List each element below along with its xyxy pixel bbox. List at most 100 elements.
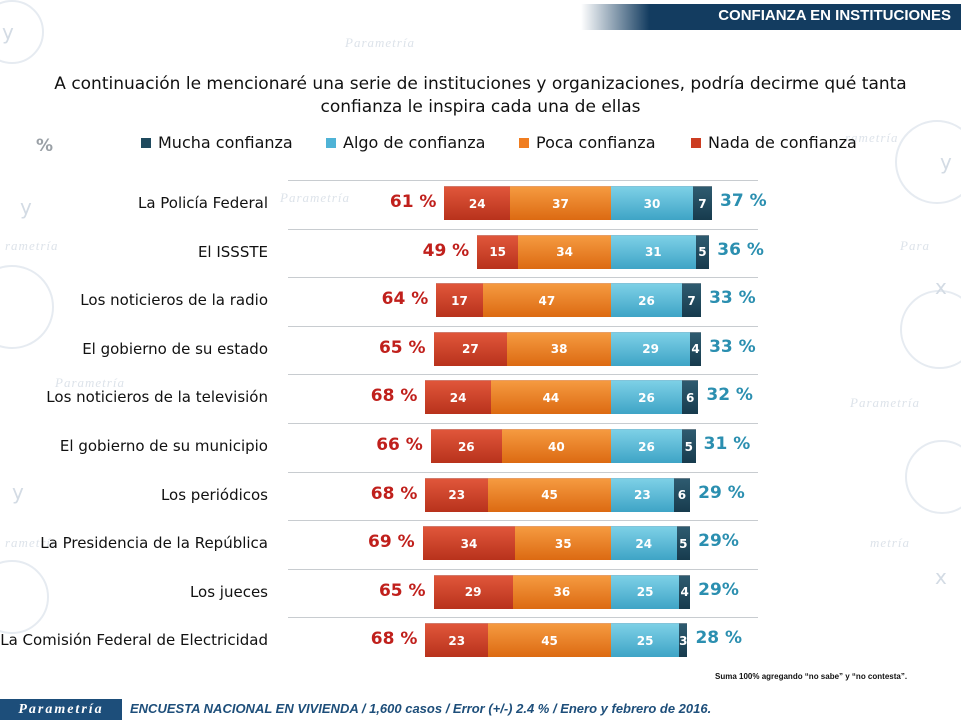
bar-segment-nada: 24 (425, 380, 491, 415)
bar-segment-poca: 36 (512, 574, 611, 609)
legend-swatch-algo (326, 137, 336, 148)
header-bar (581, 4, 961, 30)
row-separator (288, 374, 758, 376)
bar-segment-algo: 25 (611, 574, 680, 609)
positive-total-label: 33 % (709, 288, 756, 309)
unit-label: % (36, 136, 54, 156)
legend-label-nada: Nada de confianza (708, 133, 857, 152)
institution-label: El gobierno de su estado (82, 339, 268, 358)
bar-segment-nada: 24 (444, 186, 510, 220)
row-separator (288, 228, 758, 230)
positive-total-label: 33 % (709, 336, 756, 357)
bar-segment-nada: 27 (433, 331, 508, 366)
bar-segment-nada: 23 (425, 623, 489, 658)
bar-segment-nada: 23 (425, 477, 489, 512)
legend-item-algo: Algo de confianza (326, 133, 485, 152)
negative-total-label: 68 % (370, 386, 418, 407)
bar-segment-mucha: 3 (679, 623, 688, 658)
negative-total-label: 61 % (389, 192, 437, 212)
bar-segment-mucha: 6 (673, 477, 691, 512)
bar-segment-nada: 15 (477, 234, 519, 269)
institution-label: Los noticieros de la radio (80, 291, 268, 310)
bar-segment-poca: 35 (515, 526, 611, 561)
bar-segment-mucha: 4 (690, 331, 702, 366)
bar-segment-poca: 45 (488, 477, 611, 512)
legend-label-poca: Poca confianza (536, 133, 656, 152)
row-separator (288, 423, 758, 424)
bar-segment-nada: 17 (436, 283, 483, 318)
bar-segment-algo: 26 (611, 429, 682, 463)
question-line-1: A continuación le mencionaré una serie d… (54, 74, 907, 94)
positive-total-label: 29 % (698, 482, 745, 503)
positive-total-label: 29% (698, 531, 739, 552)
footnote: Suma 100% agregando “no sabe” y “no cont… (715, 672, 908, 681)
bar-segment-mucha: 7 (681, 283, 702, 318)
institution-label: La Comisión Federal de Electricidad (0, 631, 268, 650)
row-separator (288, 520, 758, 522)
institution-label: El ISSSTE (197, 242, 268, 261)
negative-total-label: 65 % (378, 580, 426, 601)
legend-item-nada: Nada de confianza (691, 133, 857, 152)
positive-total-label: 28 % (695, 628, 743, 649)
bar-segment-mucha: 4 (679, 574, 691, 609)
positive-total-label: 37 % (720, 191, 767, 211)
question-text: A continuación le mencionaré una serie d… (0, 73, 961, 119)
bar-segment-algo: 23 (611, 477, 674, 512)
bar-segment-mucha: 7 (692, 186, 712, 220)
row-separator (288, 180, 758, 181)
bar-segment-poca: 34 (518, 234, 611, 269)
bar-segment-mucha: 5 (681, 429, 696, 463)
positive-total-label: 36 % (717, 239, 764, 260)
legend-label-algo: Algo de confianza (343, 133, 486, 152)
bar-segment-algo: 24 (611, 526, 677, 561)
bar-segment-algo: 26 (611, 380, 682, 415)
legend-swatch-nada (691, 137, 701, 148)
positive-total-label: 32 % (706, 385, 753, 406)
chart-legend: Mucha confianza Algo de confianza Poca c… (0, 133, 961, 155)
bar-segment-algo: 26 (611, 283, 682, 318)
bar-segment-algo: 29 (611, 331, 691, 366)
negative-total-label: 49 % (422, 240, 470, 261)
positive-total-label: 29% (698, 579, 739, 600)
negative-total-label: 64 % (381, 289, 429, 310)
bar-segment-nada: 26 (430, 429, 502, 463)
footer-brand-logo: Parametría (0, 699, 122, 720)
negative-total-label: 66 % (376, 435, 423, 455)
bar-segment-nada: 29 (433, 574, 513, 609)
bar-segment-poca: 44 (490, 380, 611, 415)
legend-swatch-mucha (141, 137, 151, 148)
negative-total-label: 68 % (370, 629, 418, 650)
institution-label: La Policía Federal (137, 194, 268, 212)
bar-segment-algo: 30 (611, 186, 693, 220)
institution-label: La Presidencia de la República (40, 534, 268, 553)
negative-total-label: 68 % (370, 483, 418, 504)
bar-segment-mucha: 6 (681, 380, 699, 415)
negative-total-label: 69 % (368, 532, 415, 553)
bar-segment-poca: 47 (482, 283, 611, 318)
row-separator (288, 471, 758, 473)
bar-segment-nada: 34 (422, 526, 516, 561)
legend-label-mucha: Mucha confianza (158, 133, 293, 152)
bar-segment-mucha: 5 (695, 234, 710, 269)
footer: Parametría ENCUESTA NACIONAL EN VIVIENDA… (0, 698, 961, 721)
question-line-2: confianza le inspira cada una de ellas (320, 97, 641, 117)
bar-segment-algo: 31 (611, 234, 696, 269)
negative-total-label: 65 % (378, 337, 426, 358)
institution-label: Los jueces (189, 582, 268, 601)
bar-segment-poca: 38 (507, 331, 611, 366)
institution-label: Los periódicos (160, 485, 268, 504)
bar-segment-poca: 37 (509, 186, 611, 220)
row-separator (288, 568, 758, 570)
bar-segment-mucha: 5 (676, 526, 691, 561)
row-separator (288, 617, 758, 619)
bar-segment-poca: 45 (488, 623, 611, 658)
institution-label: Los noticieros de la televisión (46, 388, 268, 407)
header-title: CONFIANZA EN INSTITUCIONES (718, 7, 951, 24)
legend-item-poca: Poca confianza (519, 133, 656, 152)
bar-segment-algo: 25 (611, 623, 680, 658)
footer-survey-info: ENCUESTA NACIONAL EN VIVIENDA / 1,600 ca… (130, 701, 712, 716)
positive-total-label: 31 % (703, 434, 751, 454)
row-separator (288, 277, 758, 279)
bar-segment-poca: 40 (501, 429, 611, 463)
legend-swatch-poca (519, 137, 529, 148)
